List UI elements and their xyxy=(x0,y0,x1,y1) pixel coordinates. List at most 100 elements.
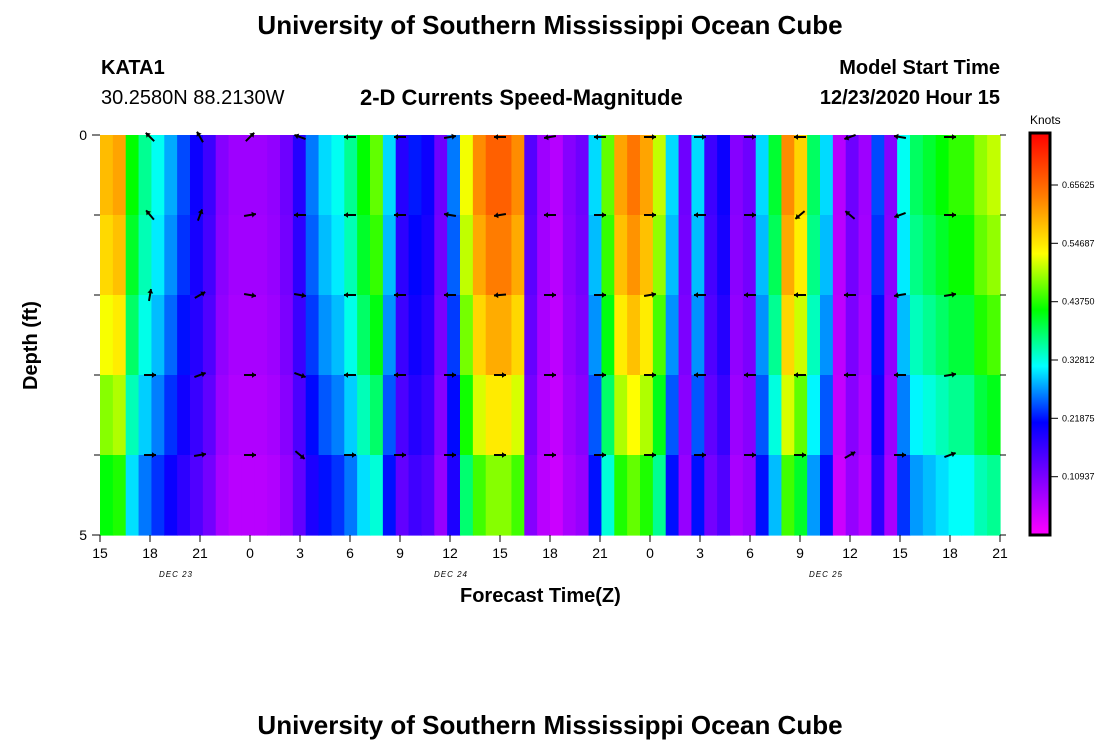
heatmap-cell xyxy=(434,215,448,296)
heatmap-cell xyxy=(498,295,513,376)
heatmap-cell xyxy=(781,455,795,536)
heatmap-cell xyxy=(948,295,963,376)
heatmap-cell xyxy=(228,215,243,296)
current-vector xyxy=(894,452,906,458)
heatmap-cell xyxy=(627,295,641,376)
current-vector xyxy=(443,211,457,218)
heatmap-cell xyxy=(884,295,898,376)
heatmap-cell xyxy=(627,455,641,536)
heatmap-cell xyxy=(652,375,667,456)
heatmap-cell xyxy=(125,455,140,536)
model-start-value: 12/23/2020 Hour 15 xyxy=(819,87,1000,109)
heatmap-cell xyxy=(280,215,294,296)
heatmap-cell xyxy=(575,135,590,216)
heatmap-cell xyxy=(704,295,718,376)
current-vector xyxy=(444,372,456,378)
heatmap-cell xyxy=(742,455,757,536)
heatmap-cell xyxy=(601,295,615,376)
heatmap-cell xyxy=(807,135,821,216)
current-vector xyxy=(744,372,756,378)
heatmap-cell xyxy=(575,455,590,536)
heatmap-cell xyxy=(138,295,153,376)
heatmap-cell xyxy=(845,135,860,216)
station-id: KATA1 xyxy=(101,57,165,79)
heatmap-cell xyxy=(254,455,268,536)
heatmap-cell xyxy=(331,135,345,216)
heatmap-cell xyxy=(228,295,243,376)
heatmap-cell xyxy=(820,375,834,456)
heatmap-cell xyxy=(524,215,538,296)
heatmap-cell xyxy=(948,215,963,296)
heatmap-cell xyxy=(832,455,847,536)
heatmap-cell xyxy=(884,375,898,456)
current-vector xyxy=(344,372,356,378)
heatmap-cell xyxy=(678,215,693,296)
heatmap-cell xyxy=(562,375,577,456)
current-vector xyxy=(544,372,556,378)
current-vector xyxy=(694,452,706,458)
heatmap-cell xyxy=(202,455,217,536)
current-vector xyxy=(493,292,507,299)
heatmap-cell xyxy=(434,295,448,376)
heatmap-cell xyxy=(640,135,654,216)
heatmap-cell xyxy=(382,135,397,216)
heatmap-cell xyxy=(215,455,230,536)
heatmap-cell xyxy=(974,295,988,376)
x-tick-label: 21 xyxy=(592,545,608,561)
heatmap-cell xyxy=(215,215,230,296)
heatmap-cell xyxy=(447,295,461,376)
heatmap-cell xyxy=(768,135,783,216)
colorbar-tick-label: 0.10937 xyxy=(1062,472,1095,482)
footer-title: University of Southern Mississippi Ocean… xyxy=(257,710,843,740)
heatmap-cell xyxy=(704,135,718,216)
heatmap-cell xyxy=(267,375,281,456)
heatmap-cell xyxy=(485,295,500,376)
heatmap-cell xyxy=(691,375,705,456)
current-vector xyxy=(594,452,606,458)
heatmap-cell xyxy=(215,375,230,456)
heatmap-cell xyxy=(382,455,397,536)
heatmap-cell xyxy=(781,295,795,376)
heatmap-cell xyxy=(305,455,320,536)
heatmap-cell xyxy=(974,375,988,456)
heatmap-cell xyxy=(858,375,873,456)
heatmap-cell xyxy=(100,295,114,376)
heatmap-cell xyxy=(845,455,860,536)
page-title: University of Southern Mississippi Ocean… xyxy=(257,10,843,40)
heatmap-cell xyxy=(820,295,834,376)
heatmap-cell xyxy=(935,455,950,536)
heatmap-cell xyxy=(614,375,628,456)
heatmap-cell xyxy=(460,375,474,456)
heatmap-cell xyxy=(768,295,783,376)
heatmap-cell xyxy=(961,295,975,376)
heatmap-cell xyxy=(640,295,654,376)
heatmap-cell xyxy=(755,455,770,536)
heatmap-cell xyxy=(447,375,461,456)
heatmap-cell xyxy=(318,295,333,376)
heatmap-cell xyxy=(832,215,847,296)
heatmap-cell xyxy=(177,375,191,456)
heatmap-cell xyxy=(460,135,474,216)
heatmap-cell xyxy=(922,375,937,456)
current-vector xyxy=(194,291,206,299)
colorbar-tick-label: 0.43750 xyxy=(1062,297,1095,307)
heatmap-cell xyxy=(100,135,114,216)
heatmap-cell xyxy=(601,135,615,216)
heatmap-cell xyxy=(871,295,885,376)
current-vector xyxy=(194,371,206,379)
current-vector xyxy=(344,452,356,458)
heatmap-cell xyxy=(434,375,448,456)
heatmap-cell xyxy=(717,295,731,376)
heatmap-cell xyxy=(614,135,628,216)
heatmap-cell xyxy=(331,375,345,456)
x-tick-label: 6 xyxy=(746,545,754,561)
heatmap-cell xyxy=(357,455,371,536)
heatmap-cell xyxy=(318,135,333,216)
current-vector xyxy=(294,133,306,141)
heatmap-cell xyxy=(704,215,718,296)
heatmap-cell xyxy=(395,455,410,536)
current-vector xyxy=(794,372,806,378)
heatmap-cell xyxy=(447,215,461,296)
current-vector xyxy=(844,451,856,459)
